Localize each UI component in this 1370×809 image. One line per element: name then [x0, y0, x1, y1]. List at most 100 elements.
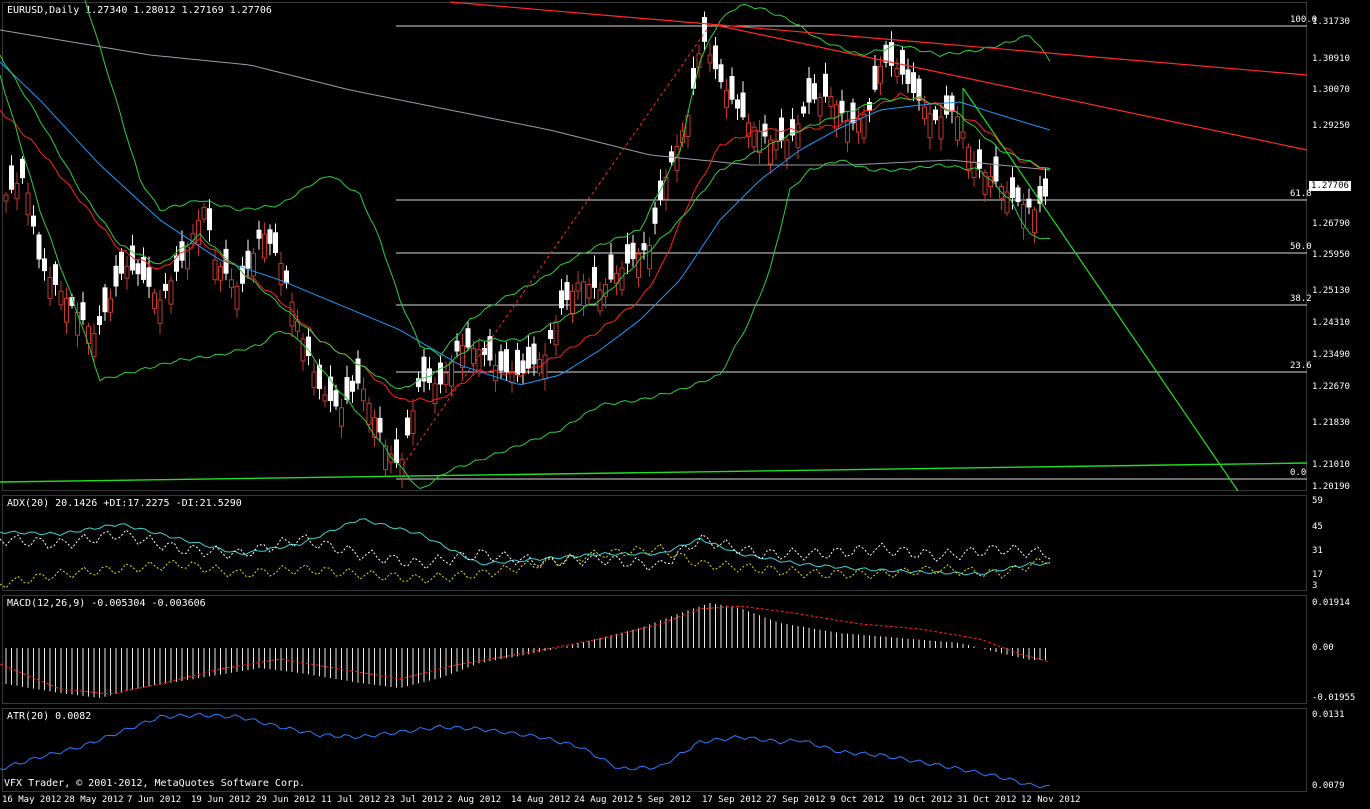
- bearish-candle: [229, 279, 234, 289]
- price-scale-label: 1.22670: [1312, 382, 1350, 392]
- bearish-candle: [300, 338, 306, 362]
- bullish-candle: [779, 117, 784, 141]
- atr-scale-label: 0.0131: [1312, 710, 1345, 720]
- bearish-candle: [542, 354, 548, 380]
- bearish-candle: [25, 192, 31, 216]
- time-axis-label: 27 Sep 2012: [766, 795, 826, 805]
- bullish-candle: [163, 283, 168, 291]
- bearish-candle: [768, 139, 773, 165]
- resistance-trendline: [449, 1, 1308, 76]
- bearish-candle: [460, 345, 465, 369]
- bullish-candle: [625, 244, 630, 264]
- atr-pane[interactable]: ATR(20) 0.0082: [2, 708, 1307, 792]
- bullish-candle: [630, 242, 636, 260]
- bullish-candle: [515, 349, 520, 375]
- time-axis-label: 9 Oct 2012: [830, 795, 885, 805]
- bearish-candle: [388, 453, 394, 463]
- price-scale-label: 1.21010: [1312, 460, 1350, 470]
- bearish-candle: [845, 120, 850, 143]
- price-scale-label: 1.25950: [1312, 250, 1350, 260]
- bullish-candle: [905, 69, 911, 84]
- price-scale[interactable]: 1.317301.309101.300701.292501.284301.277…: [1308, 0, 1368, 492]
- bullish-candle: [691, 68, 696, 89]
- adx-title: ADX(20) 20.1426 +DI:17.2275 -DI:21.5290: [7, 498, 242, 509]
- fib-level-label: 61.8: [1290, 189, 1312, 199]
- bullish-candle: [740, 92, 746, 118]
- bullish-candle: [702, 17, 707, 42]
- bearish-candle: [91, 333, 97, 357]
- bullish-candle: [806, 78, 812, 103]
- macd-chart[interactable]: [0, 594, 1308, 704]
- sma-line: [0, 29, 1051, 171]
- adx-scale-label: 59: [1312, 496, 1323, 506]
- bullish-candle: [179, 241, 185, 261]
- bullish-candle: [267, 229, 273, 244]
- bullish-candle: [977, 149, 982, 169]
- bearish-candle: [449, 361, 454, 387]
- bullish-candle: [333, 390, 339, 407]
- macd-scale-label: 0.01914: [1312, 598, 1350, 608]
- bearish-candle: [586, 284, 592, 299]
- bullish-candle: [713, 45, 718, 70]
- bullish-candle: [790, 119, 795, 136]
- bullish-candle: [993, 156, 999, 182]
- bearish-candle: [1032, 209, 1037, 234]
- bearish-candle: [960, 131, 966, 139]
- bearish-candle: [64, 297, 69, 323]
- adx-pane[interactable]: ADX(20) 20.1426 +DI:17.2275 -DI:21.5290: [2, 495, 1307, 591]
- bullish-candle: [350, 380, 355, 392]
- time-axis-label: 2 Aug 2012: [447, 795, 502, 805]
- adx-chart[interactable]: [0, 494, 1308, 592]
- price-chart[interactable]: [0, 0, 1308, 492]
- projection-line: [962, 87, 1239, 492]
- bullish-candle: [102, 287, 108, 313]
- bearish-candle: [614, 273, 619, 284]
- ema-blue-line: [0, 61, 1051, 386]
- bullish-candle: [1015, 187, 1021, 202]
- bullish-candle: [1043, 178, 1048, 197]
- bullish-candle: [531, 343, 537, 365]
- support-trendline: [0, 462, 1308, 483]
- bearish-candle: [124, 265, 130, 279]
- bullish-candle: [883, 44, 889, 63]
- bearish-candle: [185, 246, 190, 270]
- bearish-candle: [773, 139, 779, 151]
- adx-scale-label: 45: [1312, 522, 1323, 532]
- time-axis-label: 17 Sep 2012: [702, 795, 762, 805]
- bearish-candle: [751, 126, 757, 148]
- bearish-candle: [372, 417, 377, 438]
- bullish-candle: [9, 165, 14, 190]
- resistance-trendline: [714, 24, 1308, 151]
- bullish-candle: [564, 282, 570, 301]
- bearish-candle: [927, 113, 933, 139]
- price-scale-label: 1.25130: [1312, 286, 1350, 296]
- bearish-candle: [251, 252, 256, 277]
- symbol-label: EURUSD,Daily: [7, 5, 80, 16]
- adx-scale-label: 17: [1312, 570, 1323, 580]
- price-scale-label: 1.29250: [1312, 121, 1350, 131]
- bearish-candle: [201, 206, 207, 220]
- bearish-candle: [647, 244, 652, 270]
- bullish-candle: [949, 95, 955, 112]
- atr-scale: 0.0131 0.0079: [1308, 707, 1368, 793]
- bullish-candle: [520, 360, 526, 374]
- time-axis-label: 31 Oct 2012: [957, 795, 1017, 805]
- macd-scale-label: 0.00: [1312, 643, 1334, 653]
- atr-chart[interactable]: [0, 707, 1308, 793]
- time-axis-label: 12 Nov 2012: [1021, 795, 1081, 805]
- bullish-candle: [113, 265, 119, 287]
- ohlc-label: 1.27340 1.28012 1.27169 1.27706: [85, 5, 272, 16]
- bullish-candle: [355, 358, 361, 384]
- bearish-candle: [861, 114, 867, 139]
- bullish-candle: [916, 78, 922, 101]
- bearish-candle: [680, 130, 685, 144]
- bearish-candle: [157, 299, 163, 324]
- time-axis-label: 7 Jun 2012: [127, 795, 182, 805]
- macd-title: MACD(12,26,9) -0.005304 -0.003606: [7, 598, 206, 609]
- bullish-candle: [438, 362, 443, 385]
- bearish-candle: [443, 372, 449, 386]
- bearish-candle: [322, 394, 328, 402]
- time-axis[interactable]: 16 May 2012 28 May 2012 7 Jun 2012 19 Jun 2…: [0, 792, 1308, 809]
- macd-pane[interactable]: MACD(12,26,9) -0.005304 -0.003606: [2, 595, 1307, 704]
